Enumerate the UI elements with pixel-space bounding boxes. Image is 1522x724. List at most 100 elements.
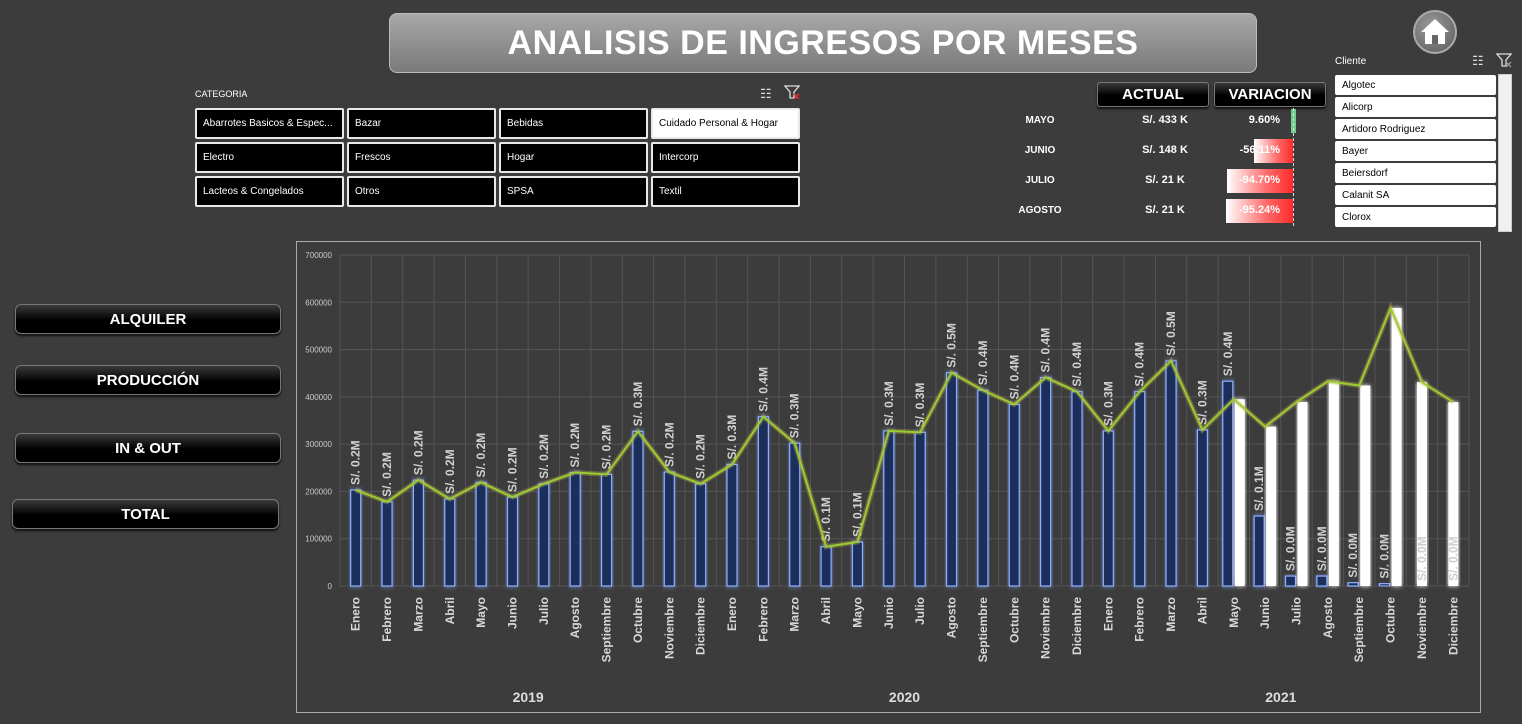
data-label: S/. 0.2M <box>380 452 394 497</box>
y-tick-label: 300000 <box>305 440 332 449</box>
bar-actual <box>663 471 675 587</box>
in-out-button[interactable]: IN & OUT <box>15 433 281 463</box>
trend-line <box>355 305 1454 548</box>
categoria-item[interactable]: Electro <box>195 142 344 173</box>
produccion-button[interactable]: PRODUCCIÓN <box>15 365 281 395</box>
data-label: S/. 0.3M <box>913 383 927 428</box>
x-tick-label: Junio <box>882 597 896 629</box>
categoria-item[interactable]: SPSA <box>499 176 648 207</box>
y-tick-label: 400000 <box>305 393 332 402</box>
bar-previous <box>1266 426 1277 586</box>
data-label: S/. 0.2M <box>411 430 425 475</box>
data-label: S/. 0.0M <box>1346 533 1360 578</box>
bar-actual <box>632 430 644 587</box>
bar-actual <box>789 442 801 587</box>
kpi-actual-value: S/. 21 K <box>1145 174 1185 186</box>
bar-actual <box>1378 583 1391 587</box>
year-label: 2020 <box>889 689 920 705</box>
cliente-item[interactable]: Alicorp <box>1335 97 1496 117</box>
kpi-month: JULIO <box>1025 175 1055 186</box>
bar-actual <box>757 416 769 587</box>
data-label: S/. 0.2M <box>443 449 457 494</box>
data-label: S/. 0.4M <box>1070 342 1084 387</box>
categoria-item[interactable]: Otros <box>347 176 496 207</box>
x-tick-label: Mayo <box>474 597 488 628</box>
cliente-item[interactable]: Beiersdorf <box>1335 163 1496 183</box>
multi-select-icon[interactable]: ☷ <box>760 86 772 101</box>
cliente-item[interactable]: Artidoro Rodriguez <box>1335 119 1496 139</box>
bar-previous <box>1448 402 1459 586</box>
bar-actual <box>1347 582 1359 587</box>
categoria-item[interactable]: Cuidado Personal & Hogar <box>651 108 800 139</box>
data-label: S/. 0.3M <box>788 394 802 439</box>
bar-actual <box>1222 380 1234 587</box>
kpi-variation-bar <box>1226 199 1293 223</box>
bar-actual <box>945 372 958 587</box>
x-tick-label: Abril <box>1195 597 1209 624</box>
x-tick-label: Junio <box>1258 597 1272 629</box>
categoria-item[interactable]: Bazar <box>347 108 496 139</box>
x-tick-label: Enero <box>349 597 363 631</box>
bar-actual <box>350 489 362 587</box>
bar-actual <box>977 389 989 587</box>
bar-previous <box>1391 307 1402 586</box>
bar-actual <box>1008 403 1020 587</box>
actual-header: ACTUAL <box>1097 82 1209 107</box>
bar-previous <box>1297 402 1308 586</box>
x-tick-label: Noviembre <box>1039 597 1053 659</box>
cliente-item[interactable]: Clorox <box>1335 207 1496 227</box>
data-label: S/. 0.3M <box>1195 380 1209 425</box>
categoria-item[interactable]: Frescos <box>347 142 496 173</box>
client-scrollbar[interactable] <box>1498 74 1512 232</box>
x-tick-label: Noviembre <box>662 597 676 659</box>
bar-actual <box>820 546 832 587</box>
bar-previous <box>1328 381 1339 586</box>
client-multi-select-icon[interactable]: ☷ <box>1472 53 1484 68</box>
x-tick-label: Abril <box>819 597 833 624</box>
bar-actual <box>695 483 707 587</box>
data-label: S/. 0.0M <box>1315 526 1329 571</box>
kpi-actual-value: S/. 433 K <box>1142 114 1188 126</box>
bar-actual <box>914 431 926 587</box>
x-tick-label: Noviembre <box>1415 597 1429 659</box>
bar-actual <box>1040 376 1052 587</box>
x-tick-label: Octubre <box>1384 597 1398 643</box>
x-tick-label: Julio <box>1290 597 1304 625</box>
categoria-item[interactable]: Bebidas <box>499 108 648 139</box>
categoria-item[interactable]: Intercorp <box>651 142 800 173</box>
x-tick-label: Diciembre <box>1070 597 1084 655</box>
data-label: S/. 0.3M <box>882 381 896 426</box>
data-label: S/. 0.0M <box>1378 534 1392 579</box>
cliente-item[interactable]: Algotec <box>1335 75 1496 95</box>
cliente-item[interactable]: Calanit SA <box>1335 185 1496 205</box>
y-tick-label: 0 <box>328 582 333 591</box>
data-label: S/. 0.3M <box>631 382 645 427</box>
categoria-item[interactable]: Lacteos & Congelados <box>195 176 344 207</box>
clear-filter-icon[interactable] <box>783 84 801 103</box>
year-label: 2019 <box>513 689 544 705</box>
categoria-item[interactable]: Abarrotes Basicos & Espec... <box>195 108 344 139</box>
x-tick-label: Marzo <box>411 597 425 632</box>
home-icon[interactable] <box>1413 10 1457 54</box>
home-glyph <box>1421 19 1449 44</box>
cliente-item[interactable]: Bayer <box>1335 141 1496 161</box>
alquiler-button[interactable]: ALQUILER <box>15 304 281 334</box>
x-tick-label: Marzo <box>1164 597 1178 632</box>
bar-actual <box>1165 360 1177 587</box>
kpi-variation-value: 9.60% <box>1248 114 1280 126</box>
client-clear-filter-icon[interactable] <box>1495 52 1513 71</box>
x-tick-label: Octubre <box>631 597 645 643</box>
x-tick-label: Marzo <box>788 597 802 632</box>
x-tick-label: Mayo <box>850 597 864 628</box>
categoria-item[interactable]: Hogar <box>499 142 648 173</box>
y-tick-label: 100000 <box>305 535 332 544</box>
total-button[interactable]: TOTAL <box>12 499 279 529</box>
page-title: ANALISIS DE INGRESOS POR MESES <box>507 23 1139 62</box>
categoria-item[interactable]: Textil <box>651 176 800 207</box>
bar-actual <box>1134 391 1146 587</box>
bar-actual <box>1316 575 1328 587</box>
kpi-variation-value: -95.24% <box>1239 204 1280 216</box>
bar-actual <box>381 501 393 587</box>
kpi-actual-value: S/. 21 K <box>1145 204 1185 216</box>
dashboard-title-bar: ANALISIS DE INGRESOS POR MESES <box>389 13 1257 73</box>
